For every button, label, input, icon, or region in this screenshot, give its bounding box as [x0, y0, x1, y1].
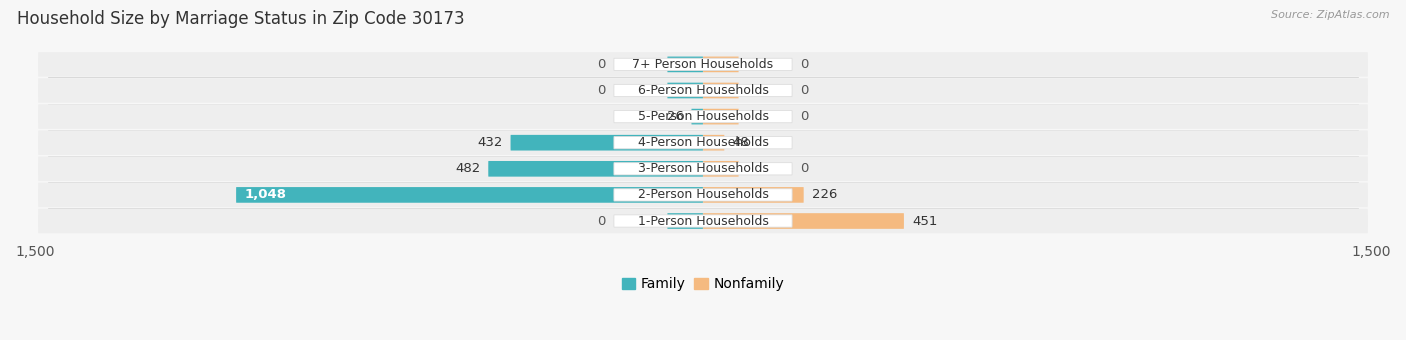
- Text: 1-Person Households: 1-Person Households: [637, 215, 769, 227]
- Text: 0: 0: [598, 215, 606, 227]
- Legend: Family, Nonfamily: Family, Nonfamily: [621, 277, 785, 291]
- FancyBboxPatch shape: [38, 104, 1368, 129]
- FancyBboxPatch shape: [703, 135, 724, 151]
- FancyBboxPatch shape: [703, 213, 904, 229]
- FancyBboxPatch shape: [38, 131, 1368, 155]
- FancyBboxPatch shape: [668, 213, 703, 229]
- Text: 482: 482: [456, 162, 481, 175]
- FancyBboxPatch shape: [668, 83, 703, 98]
- Text: 0: 0: [598, 84, 606, 97]
- FancyBboxPatch shape: [38, 52, 1368, 76]
- Text: 26: 26: [666, 110, 683, 123]
- Text: 226: 226: [811, 188, 837, 201]
- Text: 0: 0: [800, 162, 808, 175]
- Text: 0: 0: [800, 84, 808, 97]
- FancyBboxPatch shape: [614, 163, 792, 175]
- FancyBboxPatch shape: [614, 215, 792, 227]
- FancyBboxPatch shape: [703, 187, 804, 203]
- Text: 432: 432: [477, 136, 502, 149]
- FancyBboxPatch shape: [236, 187, 703, 203]
- Text: 3-Person Households: 3-Person Households: [637, 162, 769, 175]
- Text: 0: 0: [598, 58, 606, 71]
- FancyBboxPatch shape: [703, 56, 738, 72]
- FancyBboxPatch shape: [614, 189, 792, 201]
- Text: 6-Person Households: 6-Person Households: [637, 84, 769, 97]
- Text: 451: 451: [912, 215, 938, 227]
- FancyBboxPatch shape: [614, 58, 792, 70]
- Text: 2-Person Households: 2-Person Households: [637, 188, 769, 201]
- FancyBboxPatch shape: [38, 78, 1368, 103]
- FancyBboxPatch shape: [614, 110, 792, 123]
- FancyBboxPatch shape: [38, 183, 1368, 207]
- FancyBboxPatch shape: [703, 83, 738, 98]
- FancyBboxPatch shape: [614, 84, 792, 97]
- FancyBboxPatch shape: [38, 156, 1368, 181]
- Text: Source: ZipAtlas.com: Source: ZipAtlas.com: [1271, 10, 1389, 20]
- Text: Household Size by Marriage Status in Zip Code 30173: Household Size by Marriage Status in Zip…: [17, 10, 464, 28]
- FancyBboxPatch shape: [38, 209, 1368, 233]
- Text: 0: 0: [800, 58, 808, 71]
- Text: 5-Person Households: 5-Person Households: [637, 110, 769, 123]
- FancyBboxPatch shape: [703, 109, 738, 124]
- FancyBboxPatch shape: [703, 161, 738, 177]
- Text: 7+ Person Households: 7+ Person Households: [633, 58, 773, 71]
- FancyBboxPatch shape: [614, 137, 792, 149]
- FancyBboxPatch shape: [668, 56, 703, 72]
- FancyBboxPatch shape: [692, 109, 703, 124]
- Text: 48: 48: [733, 136, 749, 149]
- Text: 4-Person Households: 4-Person Households: [637, 136, 769, 149]
- FancyBboxPatch shape: [510, 135, 703, 151]
- Text: 0: 0: [800, 110, 808, 123]
- Text: 1,048: 1,048: [245, 188, 287, 201]
- FancyBboxPatch shape: [488, 161, 703, 177]
